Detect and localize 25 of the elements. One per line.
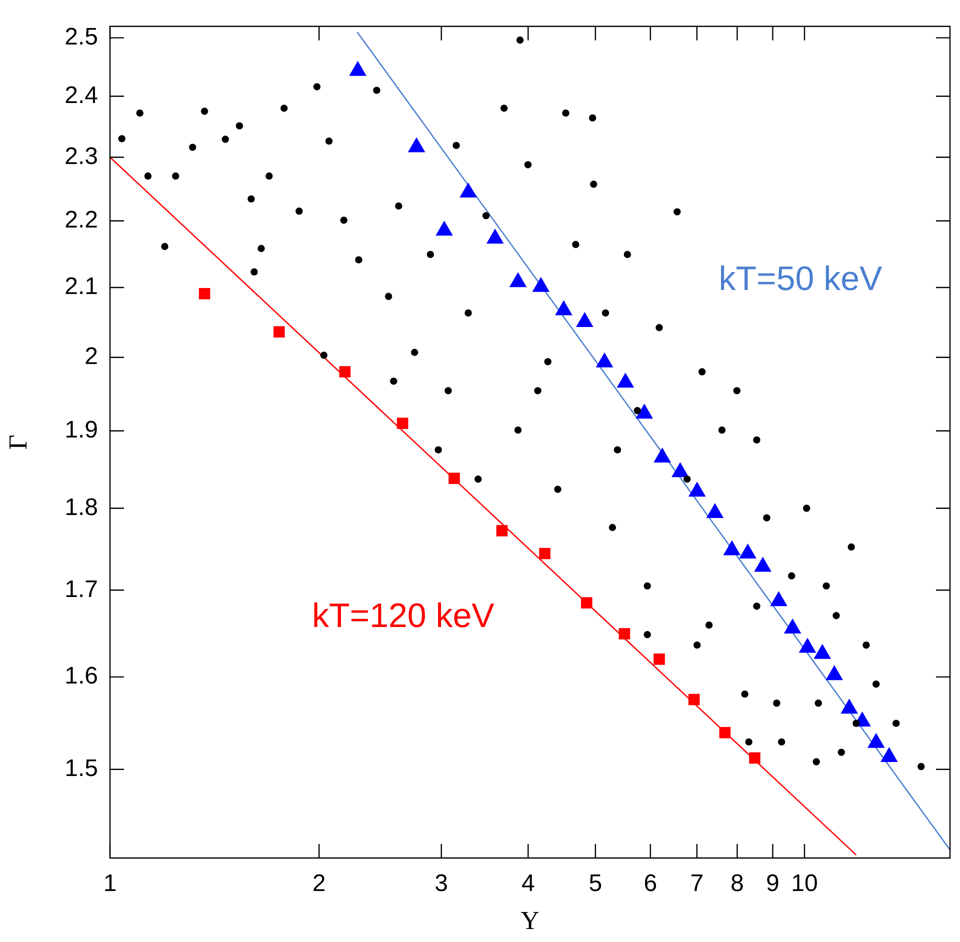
y-tick-label: 1.9 xyxy=(64,416,98,444)
x-tick-label: 8 xyxy=(730,870,744,898)
x-tick-label: 10 xyxy=(791,870,818,898)
y-tick-label: 2 xyxy=(84,343,98,370)
x-tick-label: 4 xyxy=(521,870,535,898)
x-tick-label: 5 xyxy=(588,870,602,898)
x-tick-label: 3 xyxy=(434,870,448,898)
y-tick-label: 1.8 xyxy=(64,494,98,521)
annotation: kT=120 keV xyxy=(312,597,495,636)
x-axis-title: Y xyxy=(520,906,540,936)
x-tick-label: 6 xyxy=(644,870,658,898)
y-tick-label: 1.5 xyxy=(64,755,98,782)
y-tick-label: 2.4 xyxy=(64,82,98,109)
annotation: kT=50 keV xyxy=(718,260,883,298)
y-tick-label: 2.5 xyxy=(64,23,98,50)
x-tick-label: 2 xyxy=(312,870,326,898)
y-axis-title: Γ xyxy=(3,434,32,450)
y-tick-label: 1.7 xyxy=(64,576,98,603)
x-tick-label: 7 xyxy=(690,870,704,898)
y-tick-label: 2.1 xyxy=(64,273,98,300)
y-tick-label: 2.2 xyxy=(64,206,98,234)
x-tick-label: 1 xyxy=(103,870,117,898)
y-tick-label: 2.3 xyxy=(64,142,98,170)
y-tick-label: 1.6 xyxy=(64,662,98,690)
x-tick-label: 9 xyxy=(766,870,780,898)
